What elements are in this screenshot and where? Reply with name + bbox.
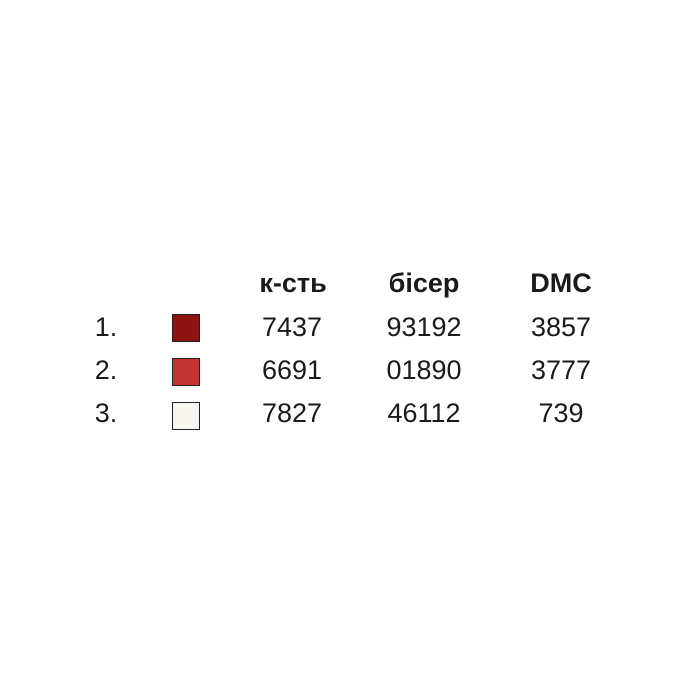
quantity-cell: 7827 [261,398,323,428]
dmc-cell: 3777 [530,355,592,385]
row-index: 1. [94,312,118,342]
dmc-cell: 3857 [530,312,592,342]
bead-cell: 93192 [386,312,462,342]
quantity-cell: 6691 [261,355,323,385]
header-bead: бісер [388,268,460,298]
color-swatch [172,314,200,342]
header-dmc: DMC [530,268,592,298]
row-index: 2. [94,355,118,385]
quantity-cell: 7437 [261,312,323,342]
row-index: 3. [94,398,118,428]
color-swatch [172,358,200,386]
bead-cell: 46112 [387,398,461,428]
dmc-cell: 739 [538,398,584,428]
bead-cell: 01890 [386,355,462,385]
header-quantity: к-сть [259,268,327,298]
color-swatch [172,402,200,430]
